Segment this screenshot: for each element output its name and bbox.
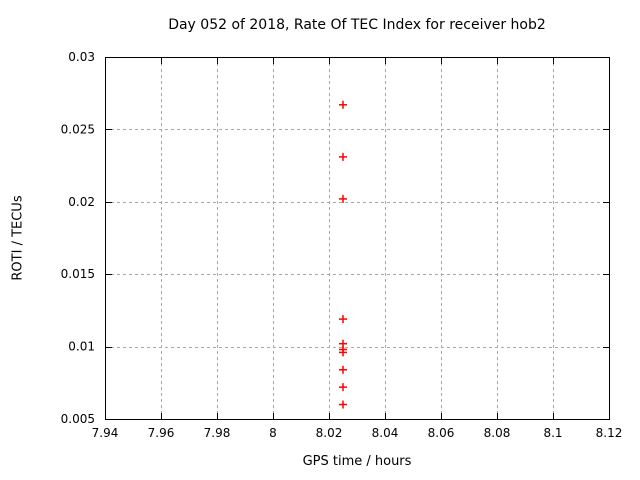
chart-title: Day 052 of 2018, Rate Of TEC Index for r… (168, 17, 546, 33)
x-tick-label: 8 (269, 426, 277, 440)
y-tick-label: 0.03 (68, 50, 95, 64)
y-tick-label: 0.025 (61, 122, 95, 136)
x-tick-label: 8.1 (543, 426, 562, 440)
x-axis-label: GPS time / hours (302, 454, 412, 469)
x-tick-label: 8.12 (596, 426, 623, 440)
x-tick-label: 7.98 (204, 426, 231, 440)
plot-border (105, 57, 610, 420)
y-tick-label: 0.005 (61, 412, 95, 426)
y-tick-label: 0.01 (68, 340, 95, 354)
y-tick-label: 0.015 (61, 267, 95, 281)
x-tick-label: 8.02 (316, 426, 343, 440)
x-tick-label: 8.04 (372, 426, 399, 440)
x-tick-label: 8.08 (484, 426, 511, 440)
y-tick-label: 0.02 (68, 195, 95, 209)
x-tick-label: 7.96 (148, 426, 175, 440)
x-tick-label: 8.06 (428, 426, 455, 440)
x-tick-label: 7.94 (92, 426, 119, 440)
